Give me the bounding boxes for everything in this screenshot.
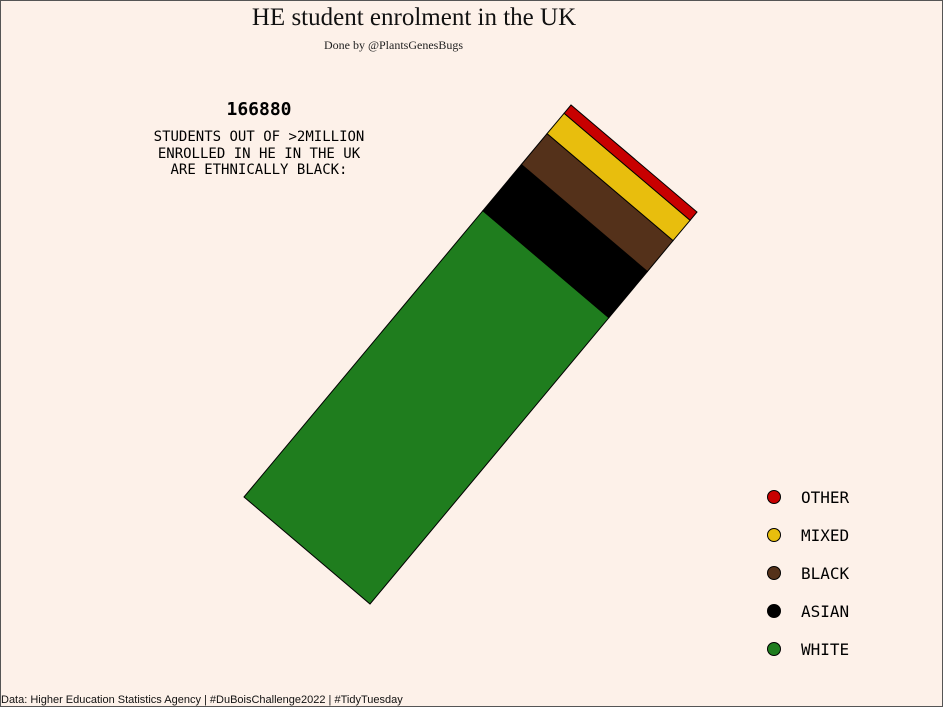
legend-swatch [767,642,781,656]
legend-item-other: OTHER [767,488,850,507]
legend-swatch [767,604,781,618]
legend-swatch [767,566,781,580]
legend-swatch [767,528,781,542]
chart-subtitle: Done by @PlantsGenesBugs [323,38,464,52]
legend-label: WHITE [801,640,849,659]
bar-segment-other [563,104,698,222]
annotation-line: STUDENTS OUT OF >2MILLION [153,129,365,145]
chart-title: HE student enrolment in the UK [251,4,577,31]
annotation-number: 166880 [226,99,292,120]
legend-swatch [767,490,781,504]
legend-item-asian: ASIAN [767,602,849,621]
legend-item-mixed: MIXED [767,526,849,545]
legend-label: BLACK [801,564,850,583]
legend-item-black: BLACK [767,564,850,583]
legend-label: MIXED [801,526,849,545]
legend-label: OTHER [801,488,850,507]
legend-label: ASIAN [801,602,849,621]
data-source-caption: Data: Higher Education Statistics Agency… [1,694,403,706]
annotation-text: STUDENTS OUT OF >2MILLION ENROLLED IN HE… [1,129,517,179]
legend-item-white: WHITE [767,640,849,659]
annotation-line: ENROLLED IN HE IN THE UK [157,145,361,162]
annotation-line: ARE ETHNICALLY BLACK: [170,162,348,178]
